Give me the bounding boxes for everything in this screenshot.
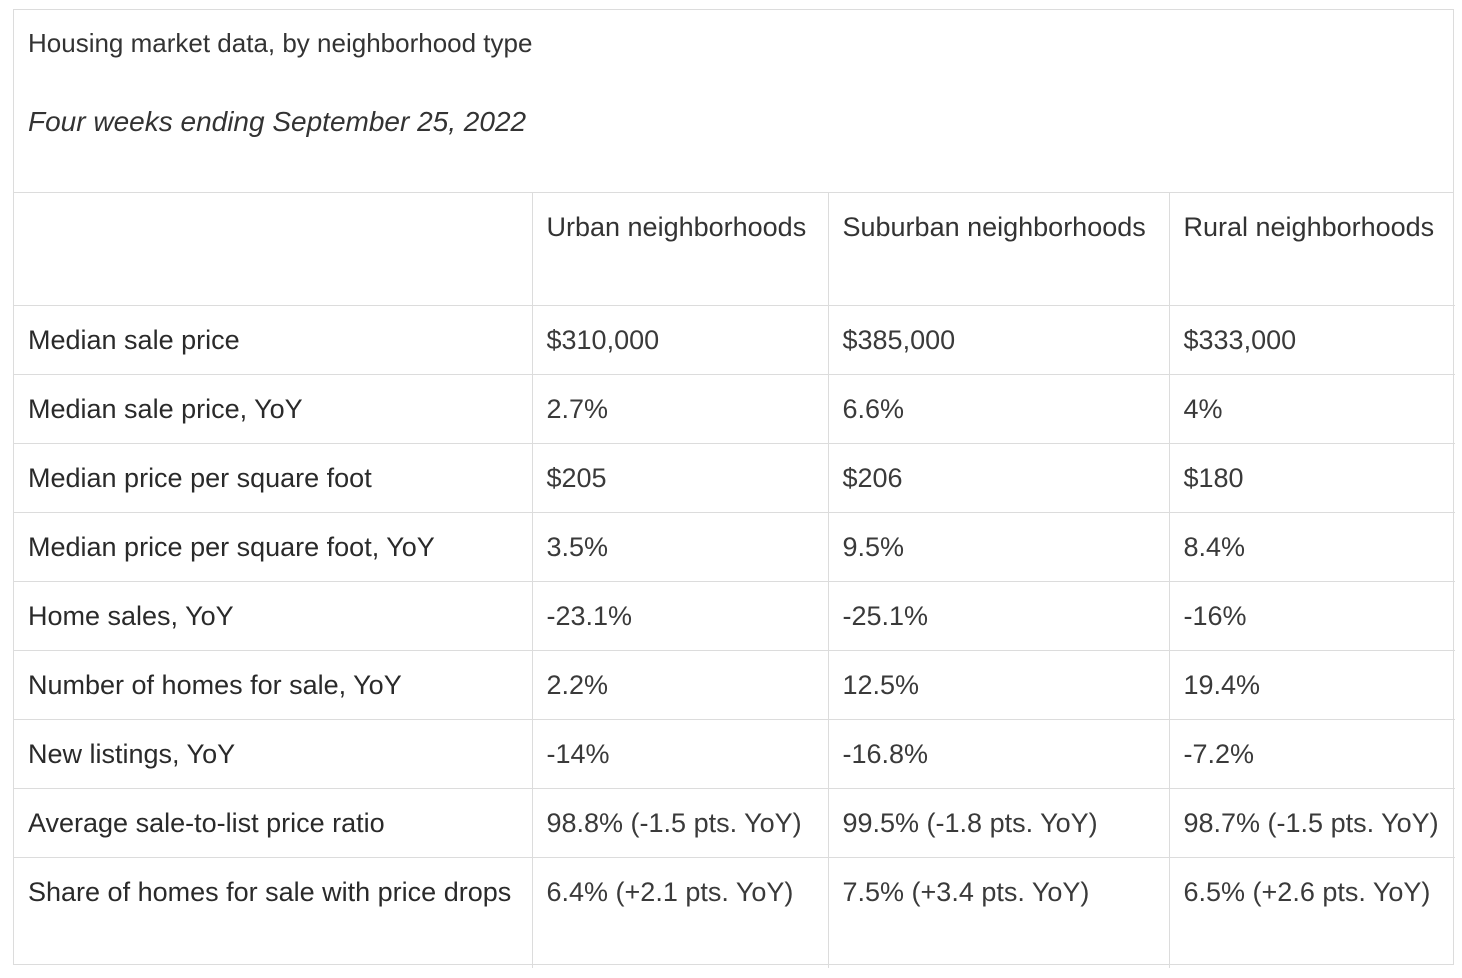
cell-suburban: $206 [828, 443, 1170, 513]
header-cell-suburban: Suburban neighborhoods [828, 193, 1170, 306]
cell-rural: 6.5% (+2.6 pts. YoY) [1183, 876, 1431, 907]
cell-urban: 2.2% [532, 650, 829, 720]
row-label: Number of homes for sale, YoY [14, 650, 533, 720]
cell-rural: -16% [1169, 581, 1455, 651]
header-row: Urban neighborhoods Suburban neighborhoo… [14, 193, 1455, 306]
table-title: Housing market data, by neighborhood typ… [28, 28, 533, 58]
header-cell-empty [14, 193, 533, 306]
header-cell-urban: Urban neighborhoods [532, 193, 829, 306]
cell-urban: -14% [532, 719, 829, 789]
cell-rural: 98.7% (-1.5 pts. YoY) [1169, 788, 1455, 858]
table-row: Average sale-to-list price ratio 98.8% (… [14, 788, 1455, 858]
cell-suburban: $385,000 [828, 305, 1170, 375]
cell-urban: -23.1% [532, 581, 829, 651]
table-row: Home sales, YoY -23.1% -25.1% -16% [14, 581, 1455, 651]
cell-urban: 6.4% (+2.1 pts. YoY) [532, 857, 829, 968]
data-table-container: Housing market data, by neighborhood typ… [13, 9, 1455, 968]
housing-data-table: Urban neighborhoods Suburban neighborhoo… [14, 193, 1455, 968]
table-row: Share of homes for sale with price drops… [14, 857, 1455, 968]
cell-suburban: -16.8% [828, 719, 1170, 789]
row-label: Average sale-to-list price ratio [14, 788, 533, 858]
cell-suburban: 12.5% [828, 650, 1170, 720]
table-row: Median price per square foot $205 $206 $… [14, 443, 1455, 513]
row-label: Share of homes for sale with price drops [14, 857, 533, 968]
table-row: Median sale price, YoY 2.7% 6.6% 4% [14, 374, 1455, 444]
cell-suburban: 99.5% (-1.8 pts. YoY) [828, 788, 1170, 858]
cell-suburban: -25.1% [828, 581, 1170, 651]
table-row: Median sale price $310,000 $385,000 $333… [14, 305, 1455, 375]
row-label: Median sale price [14, 305, 533, 375]
cell-urban: 98.8% (-1.5 pts. YoY) [532, 788, 829, 858]
cell-rural: $180 [1169, 443, 1455, 513]
table-row: New listings, YoY -14% -16.8% -7.2% [14, 719, 1455, 789]
cell-rural: 19.4% [1169, 650, 1455, 720]
table-subtitle: Four weeks ending September 25, 2022 [28, 106, 527, 137]
cell-urban: 2.7% [532, 374, 829, 444]
cell-rural: 4% [1169, 374, 1455, 444]
row-label: Median sale price, YoY [14, 374, 533, 444]
cell-suburban: 9.5% [828, 512, 1170, 582]
table-caption: Housing market data, by neighborhood typ… [14, 10, 1453, 193]
cell-suburban: 7.5% (+3.4 pts. YoY) [828, 857, 1170, 968]
cell-urban: $310,000 [532, 305, 829, 375]
table-row: Median price per square foot, YoY 3.5% 9… [14, 512, 1455, 582]
cell-suburban: 6.6% [828, 374, 1170, 444]
cell-rural: $333,000 [1169, 305, 1455, 375]
row-label: New listings, YoY [14, 719, 533, 789]
cell-urban: 3.5% [532, 512, 829, 582]
table-row: Number of homes for sale, YoY 2.2% 12.5%… [14, 650, 1455, 720]
row-label: Home sales, YoY [14, 581, 533, 651]
cell-rural: -7.2% [1169, 719, 1455, 789]
cell-urban: $205 [532, 443, 829, 513]
row-label: Median price per square foot [14, 443, 533, 513]
row-label: Median price per square foot, YoY [14, 512, 533, 582]
cell-rural: 8.4% [1169, 512, 1455, 582]
header-cell-rural: Rural neighborhoods [1169, 193, 1455, 306]
